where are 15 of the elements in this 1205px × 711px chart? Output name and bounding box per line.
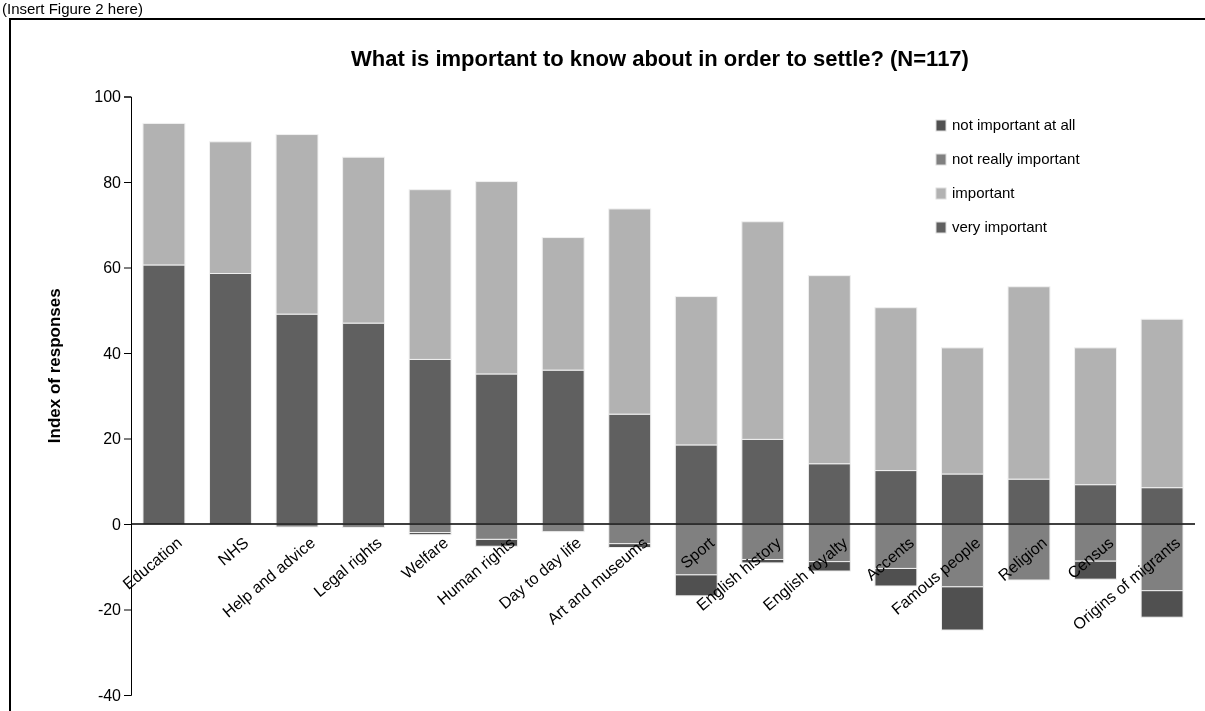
chart-title: What is important to know about in order to settle? (N=117) [351,46,969,71]
y-tick-label: 0 [112,515,122,533]
y-tick-label: 80 [103,173,122,191]
legend-label: not important at all [952,116,1076,133]
legend-label: very important [952,218,1048,235]
text: (Insert Figure 2 here) [2,0,143,17]
y-axis-title: Index of responses [45,288,64,444]
y-tick-label: 100 [94,88,122,106]
y-tick-label: 60 [103,259,122,277]
legend-label: not really important [952,150,1081,167]
legend-label: important [952,184,1016,201]
y-tick-label: 20 [103,430,122,448]
y-tick-label: -20 [97,601,122,619]
y-tick-label: 40 [103,344,122,362]
y-tick-label: -40 [97,686,122,704]
